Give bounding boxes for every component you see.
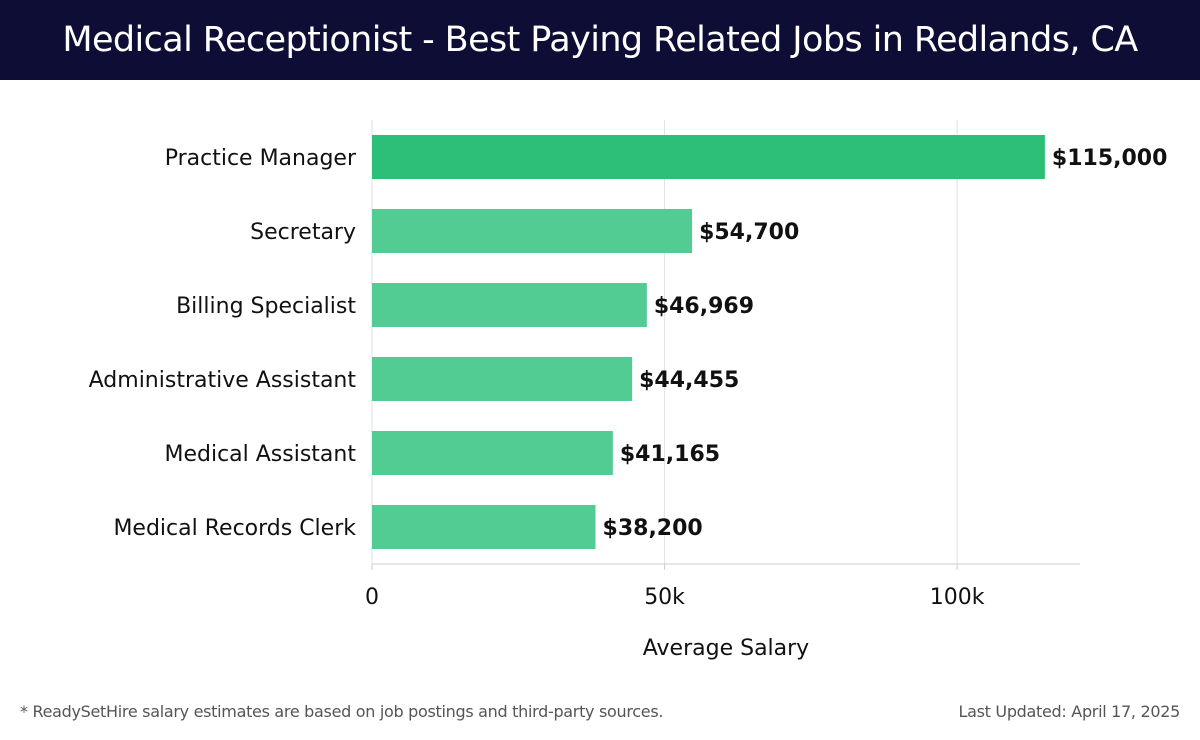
bar	[372, 505, 596, 549]
bar	[372, 431, 613, 475]
chart-title: Medical Receptionist - Best Paying Relat…	[62, 20, 1138, 60]
category-label: Billing Specialist	[176, 294, 356, 319]
chart-header: Medical Receptionist - Best Paying Relat…	[0, 0, 1200, 80]
bar	[372, 209, 693, 253]
bar	[372, 283, 647, 327]
value-label: $38,200	[603, 516, 703, 541]
value-label: $41,165	[620, 442, 720, 467]
x-tick-label: 0	[365, 585, 379, 610]
last-updated: Last Updated: April 17, 2025	[958, 702, 1181, 721]
value-label: $54,700	[699, 220, 799, 245]
value-label: $46,969	[654, 294, 754, 319]
x-axis-title: Average Salary	[643, 636, 809, 661]
x-tick-label: 50k	[644, 585, 685, 610]
category-label: Medical Assistant	[164, 442, 356, 467]
category-label: Secretary	[250, 220, 356, 245]
value-label: $44,455	[639, 368, 739, 393]
category-label: Medical Records Clerk	[113, 516, 356, 541]
x-tick-label: 100k	[930, 585, 985, 610]
source-footnote: * ReadySetHire salary estimates are base…	[20, 702, 664, 721]
bar	[372, 357, 633, 401]
category-label: Administrative Assistant	[89, 368, 357, 393]
category-label: Practice Manager	[165, 146, 357, 171]
value-label: $115,000	[1052, 146, 1168, 171]
bar	[372, 135, 1045, 179]
